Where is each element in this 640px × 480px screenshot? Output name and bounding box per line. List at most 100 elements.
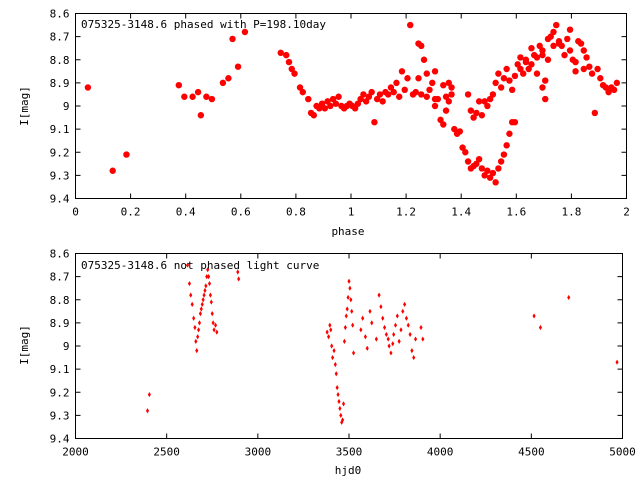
data-point [448, 84, 455, 91]
data-point [337, 398, 341, 405]
data-point [464, 91, 472, 98]
phased-x-tick-label: 1 [348, 206, 355, 219]
data-point [175, 81, 183, 89]
data-point [506, 130, 513, 137]
unphased-y-tick-label: 9 [63, 340, 70, 353]
data-point [360, 91, 367, 98]
data-point [484, 102, 491, 110]
data-point [419, 324, 423, 331]
data-point [393, 79, 400, 87]
data-point [503, 142, 510, 149]
data-point [517, 54, 524, 61]
data-point [370, 320, 374, 326]
data-point [500, 151, 508, 158]
data-point [423, 70, 430, 77]
unphased-x-tick-label: 3000 [245, 446, 272, 459]
data-point [299, 88, 306, 96]
data-point [456, 128, 464, 135]
data-point [211, 320, 215, 326]
data-point [192, 315, 196, 321]
data-point [431, 102, 439, 110]
data-point [566, 26, 574, 33]
data-point [522, 58, 530, 66]
data-point [420, 56, 428, 63]
data-point [327, 334, 331, 340]
data-point [234, 63, 242, 70]
data-point [384, 331, 388, 338]
data-point [398, 68, 406, 75]
data-point [196, 334, 200, 340]
data-point [343, 324, 347, 331]
phased-y-tick-label: 9.1 [50, 123, 70, 136]
data-point [328, 322, 332, 328]
data-point [351, 322, 355, 328]
data-point [538, 324, 543, 331]
unphased-y-tick-label: 8.9 [50, 317, 70, 330]
data-point [410, 348, 414, 354]
data-point [336, 391, 340, 398]
data-point [445, 98, 453, 105]
data-point [342, 338, 347, 344]
data-point [497, 158, 505, 165]
data-point [345, 306, 349, 312]
data-point [391, 341, 395, 347]
data-point [341, 401, 346, 407]
data-point [392, 331, 396, 338]
data-point [421, 336, 425, 342]
data-point [423, 93, 430, 100]
data-point [489, 91, 497, 98]
data-point [528, 61, 535, 68]
data-point [109, 167, 116, 174]
data-point [495, 70, 502, 77]
data-point [445, 79, 453, 87]
data-point [580, 47, 587, 54]
data-point [347, 278, 351, 284]
data-point [208, 95, 216, 103]
phased-y-tick-label: 9.3 [50, 169, 70, 182]
data-point [215, 329, 219, 335]
data-point [395, 313, 399, 319]
data-point [413, 336, 418, 342]
data-point [186, 262, 190, 268]
unphased-y-tick-label: 9.1 [50, 363, 70, 376]
data-point [459, 144, 466, 151]
phased-x-tick-label: 1.4 [451, 206, 471, 219]
data-point [200, 301, 204, 307]
data-point [418, 91, 425, 98]
data-point [365, 93, 373, 100]
data-point [561, 51, 568, 59]
unphased-y-tick-label: 8.6 [50, 248, 70, 261]
data-point [503, 65, 510, 73]
data-point [470, 114, 477, 121]
data-point [210, 311, 214, 317]
data-point [615, 359, 619, 365]
unphased-points [145, 262, 619, 425]
data-point [542, 77, 549, 84]
data-point [285, 58, 293, 66]
data-point [341, 417, 345, 423]
data-point [473, 109, 480, 117]
data-point [349, 297, 353, 303]
phased-y-tick-label: 9.4 [50, 193, 70, 206]
data-point [467, 107, 475, 114]
data-point [379, 304, 383, 310]
data-point [462, 149, 469, 156]
data-point [431, 95, 439, 103]
data-point [511, 118, 519, 126]
phased-x-tick-label: 0.2 [121, 206, 141, 219]
data-point [357, 95, 364, 103]
data-point [387, 343, 391, 349]
data-point [464, 158, 472, 165]
data-point [506, 77, 513, 84]
data-point [539, 47, 546, 54]
data-point [384, 91, 392, 98]
data-point [225, 75, 232, 82]
data-point [362, 98, 370, 105]
phased-x-tick-label: 0.6 [231, 206, 251, 219]
data-point [597, 75, 604, 82]
unphased-y-tick-label: 9.2 [50, 386, 70, 399]
data-point [123, 151, 130, 158]
data-point [539, 51, 546, 59]
data-point [335, 93, 342, 100]
data-point [346, 294, 350, 301]
